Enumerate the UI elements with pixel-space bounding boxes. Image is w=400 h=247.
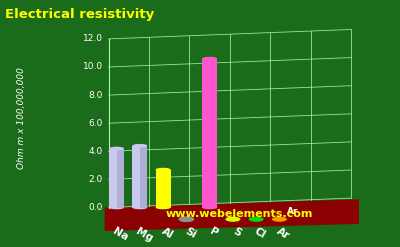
FancyBboxPatch shape [156,170,171,207]
FancyBboxPatch shape [132,146,147,207]
Ellipse shape [202,57,217,60]
Ellipse shape [109,206,124,209]
Text: S: S [231,226,243,239]
FancyBboxPatch shape [210,59,217,207]
Ellipse shape [178,216,194,222]
FancyBboxPatch shape [109,148,124,207]
FancyBboxPatch shape [163,170,171,207]
Ellipse shape [249,217,264,222]
Text: Na: Na [111,226,130,243]
Ellipse shape [225,217,240,222]
FancyBboxPatch shape [116,148,124,207]
Ellipse shape [272,217,287,222]
Text: www.webelements.com: www.webelements.com [166,209,314,219]
Text: 12.0: 12.0 [83,34,103,43]
Text: Cl: Cl [253,226,268,241]
Text: Si: Si [183,226,198,241]
Text: Al: Al [160,226,175,241]
Text: Ar: Ar [275,226,292,242]
Ellipse shape [132,144,147,147]
Ellipse shape [156,206,171,209]
Polygon shape [105,199,359,231]
Text: Mg: Mg [134,226,154,244]
Text: 2.0: 2.0 [88,175,103,184]
Text: 10.0: 10.0 [82,62,103,71]
Ellipse shape [202,206,217,209]
Ellipse shape [109,147,124,150]
Text: 8.0: 8.0 [88,91,103,100]
FancyBboxPatch shape [202,59,217,207]
Ellipse shape [179,217,194,222]
Ellipse shape [132,206,147,209]
FancyBboxPatch shape [140,146,147,207]
Ellipse shape [156,168,171,171]
Text: Ohm m x 100,000,000: Ohm m x 100,000,000 [17,68,26,169]
Text: 4.0: 4.0 [88,147,103,156]
Text: Electrical resistivity: Electrical resistivity [5,8,155,21]
Text: P: P [208,226,220,239]
Text: Ar: Ar [287,206,299,216]
Text: 0.0: 0.0 [88,203,103,212]
Text: 6.0: 6.0 [88,119,103,128]
